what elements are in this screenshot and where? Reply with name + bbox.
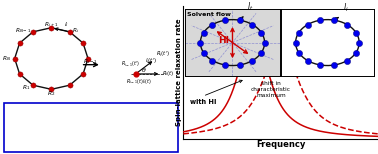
Point	[249, 23, 256, 26]
Text: Change in orientation of
bond vector, $l_i$ with time: Change in orientation of bond vector, $l…	[41, 120, 142, 137]
Point	[259, 51, 265, 54]
Point	[48, 88, 54, 91]
Text: shift in
characteristic
maximum: shift in characteristic maximum	[251, 81, 291, 98]
Text: $l_i(t)$: $l_i(t)$	[142, 77, 152, 86]
Point	[332, 64, 338, 66]
Point	[80, 73, 86, 75]
Point	[197, 41, 203, 44]
Point	[17, 42, 23, 44]
Text: $R_1$: $R_1$	[22, 83, 30, 92]
Point	[30, 84, 36, 86]
FancyBboxPatch shape	[4, 103, 178, 152]
Text: $l_t$: $l_t$	[247, 0, 254, 13]
Text: HI: HI	[218, 36, 229, 45]
Text: Solvent flow: Solvent flow	[187, 12, 231, 16]
Point	[67, 84, 73, 86]
Text: $R_{i-1}$: $R_{i-1}$	[83, 57, 97, 66]
Text: $R_{i-1}(t)$: $R_{i-1}(t)$	[126, 77, 144, 86]
Text: $R_N$: $R_N$	[2, 54, 11, 63]
Text: $\theta$: $\theta$	[141, 66, 147, 74]
Point	[249, 59, 256, 62]
Point	[344, 59, 350, 62]
Point	[353, 31, 359, 34]
Text: $l_i$: $l_i$	[343, 2, 349, 14]
Y-axis label: Spin-lattice relaxation rate: Spin-lattice relaxation rate	[176, 19, 182, 126]
Point	[85, 57, 91, 60]
Text: $R_i$: $R_i$	[71, 26, 79, 35]
Point	[201, 31, 207, 34]
Text: $R_i(t')$: $R_i(t')$	[156, 50, 170, 59]
Text: $R_{i+1}$: $R_{i+1}$	[45, 20, 59, 29]
Point	[356, 41, 362, 44]
Point	[209, 23, 215, 26]
Point	[344, 23, 350, 26]
Point	[222, 64, 228, 66]
Text: with HI: with HI	[189, 99, 216, 105]
Point	[353, 51, 359, 54]
X-axis label: Frequency: Frequency	[256, 140, 305, 149]
Point	[296, 51, 302, 54]
Point	[67, 31, 73, 33]
Point	[48, 26, 54, 29]
Point	[17, 73, 23, 75]
Text: $R_i(t)$: $R_i(t)$	[162, 69, 175, 78]
Point	[259, 31, 265, 34]
Point	[332, 19, 338, 21]
Point	[201, 51, 207, 54]
Point	[317, 64, 323, 66]
Point	[317, 19, 323, 21]
Point	[30, 31, 36, 33]
Point	[305, 59, 311, 62]
Point	[133, 73, 139, 75]
Point	[237, 19, 243, 21]
Text: $l_i$: $l_i$	[64, 20, 69, 28]
Text: $R_{i-1}(t')$: $R_{i-1}(t')$	[121, 60, 141, 69]
Text: $l_i(t')$: $l_i(t')$	[145, 57, 157, 66]
Text: $R_{N-1}$: $R_{N-1}$	[15, 26, 31, 35]
Point	[262, 41, 268, 44]
Point	[305, 23, 311, 26]
Point	[80, 42, 86, 44]
Point	[237, 64, 243, 66]
Text: $R_2$: $R_2$	[47, 89, 56, 98]
Point	[209, 59, 215, 62]
Text: without HI: without HI	[320, 59, 358, 65]
Point	[222, 19, 228, 21]
Point	[293, 41, 299, 44]
Point	[296, 31, 302, 34]
Point	[12, 57, 18, 60]
